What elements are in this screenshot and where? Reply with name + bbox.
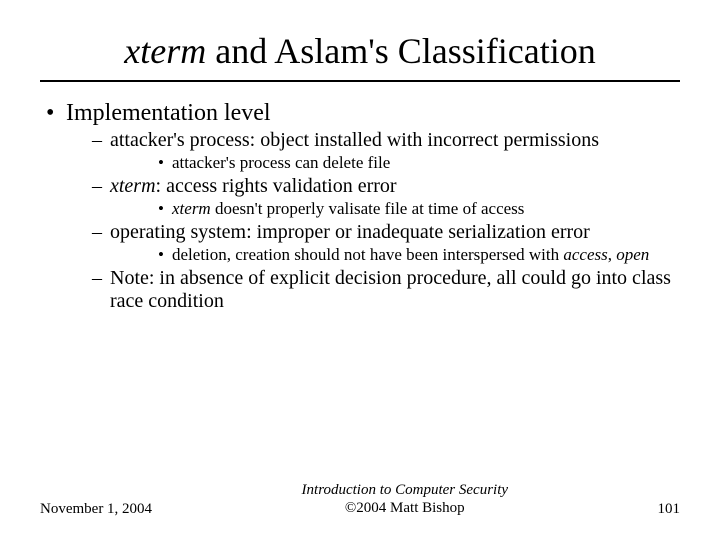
l1-item: Implementation level attacker's process:… — [40, 100, 680, 313]
l3-item: xterm doesn't properly valisate file at … — [110, 199, 680, 219]
l3-list: deletion, creation should not have been … — [110, 245, 680, 265]
title-rest: and Aslam's Classification — [206, 31, 595, 71]
l2-text: Note: in absence of explicit decision pr… — [110, 267, 671, 312]
l3-item: attacker's process can delete file — [110, 153, 680, 173]
slide: xterm and Aslam's Classification Impleme… — [0, 0, 720, 540]
footer-title: Introduction to Computer Security — [152, 481, 657, 500]
l3-text: attacker's process can delete file — [172, 153, 390, 172]
l2-item: operating system: improper or inadequate… — [66, 221, 680, 265]
l2-item: xterm: access rights validation error xt… — [66, 175, 680, 219]
l3-text: doesn't properly valisate file at time o… — [211, 199, 525, 218]
l3-italic: access — [563, 245, 607, 264]
title-rule — [40, 80, 680, 82]
l3-list: attacker's process can delete file — [110, 153, 680, 173]
l2-italic: xterm — [110, 175, 156, 197]
l3-text: deletion, creation should not have been … — [172, 245, 563, 264]
page-number: 101 — [658, 501, 681, 518]
l1-text: Implementation level — [66, 100, 271, 126]
l2-list: attacker's process: object installed wit… — [66, 129, 680, 313]
l3-item: deletion, creation should not have been … — [110, 245, 680, 265]
title-italic: xterm — [124, 31, 206, 71]
l2-text: operating system: improper or inadequate… — [110, 221, 590, 243]
l3-italic: xterm — [172, 199, 211, 218]
footer-center: Introduction to Computer Security ©2004 … — [152, 481, 657, 519]
l2-item: Note: in absence of explicit decision pr… — [66, 267, 680, 313]
l3-list: xterm doesn't properly valisate file at … — [110, 199, 680, 219]
slide-title: xterm and Aslam's Classification — [40, 30, 680, 72]
l3-text: , — [608, 245, 617, 264]
bullet-list: Implementation level attacker's process:… — [40, 100, 680, 313]
footer-copyright: ©2004 Matt Bishop — [152, 499, 657, 518]
footer-date: November 1, 2004 — [40, 501, 152, 518]
footer: November 1, 2004 Introduction to Compute… — [40, 481, 680, 519]
l2-item: attacker's process: object installed wit… — [66, 129, 680, 173]
l2-text: : access rights validation error — [156, 175, 397, 197]
l2-text: attacker's process: object installed wit… — [110, 129, 599, 151]
l3-italic: open — [616, 245, 649, 264]
